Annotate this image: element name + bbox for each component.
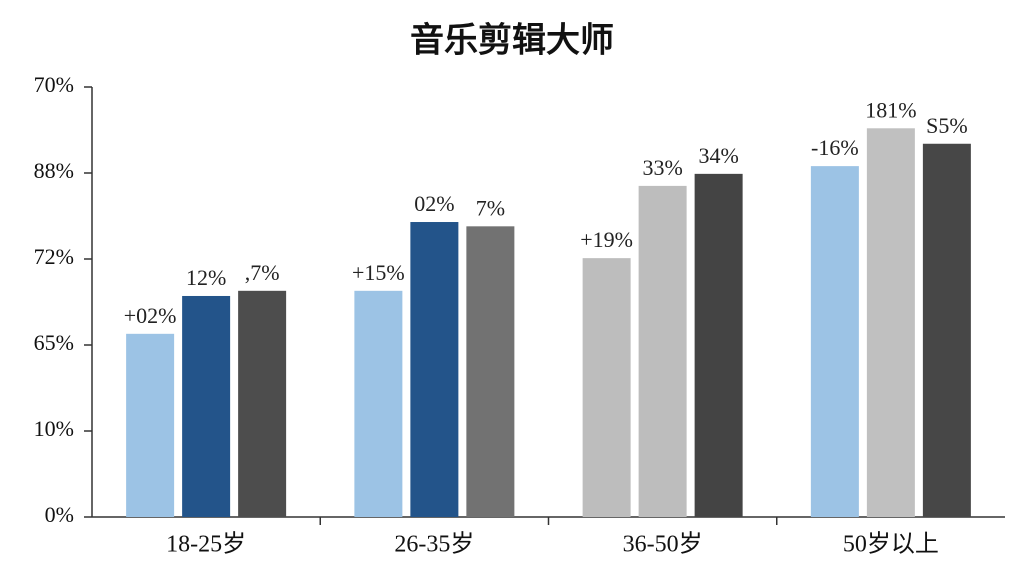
bar <box>410 222 459 517</box>
bar-label: 34% <box>698 143 738 168</box>
y-tick-label: 65% <box>34 330 74 355</box>
bar-label: 33% <box>642 155 682 180</box>
bar-label: +02% <box>124 303 177 328</box>
bar <box>638 185 687 517</box>
bar <box>866 128 915 517</box>
bar-label: S5% <box>926 113 968 138</box>
bar-label: 12% <box>186 265 226 290</box>
bar-label: -16% <box>811 135 859 160</box>
bar-label: 02% <box>414 191 454 216</box>
y-tick-label: 88% <box>34 158 74 183</box>
bar <box>922 143 971 517</box>
bar-label: +15% <box>352 260 405 285</box>
bar <box>126 333 175 517</box>
y-tick-label: 0% <box>45 502 74 527</box>
y-tick-label: 72% <box>34 244 74 269</box>
bar <box>694 173 743 518</box>
bar-label: 7% <box>476 195 505 220</box>
y-tick-label: 10% <box>34 416 74 441</box>
bar <box>182 295 231 517</box>
y-tick-label: 70% <box>34 72 74 97</box>
bar <box>582 258 631 517</box>
bar-label: 181% <box>865 97 916 122</box>
bar <box>466 226 515 517</box>
bar-label: ,7% <box>245 260 280 285</box>
x-tick-label: 26-35岁 <box>394 531 474 558</box>
x-tick-label: 50岁以上 <box>843 531 939 558</box>
bar-label: +19% <box>580 227 633 252</box>
bar <box>810 166 859 517</box>
bar <box>354 290 403 517</box>
bar <box>238 290 287 517</box>
chart-title: 音乐剪辑大师 <box>410 21 614 61</box>
x-tick-label: 18-25岁 <box>166 531 246 558</box>
x-tick-label: 36-50岁 <box>623 531 703 558</box>
